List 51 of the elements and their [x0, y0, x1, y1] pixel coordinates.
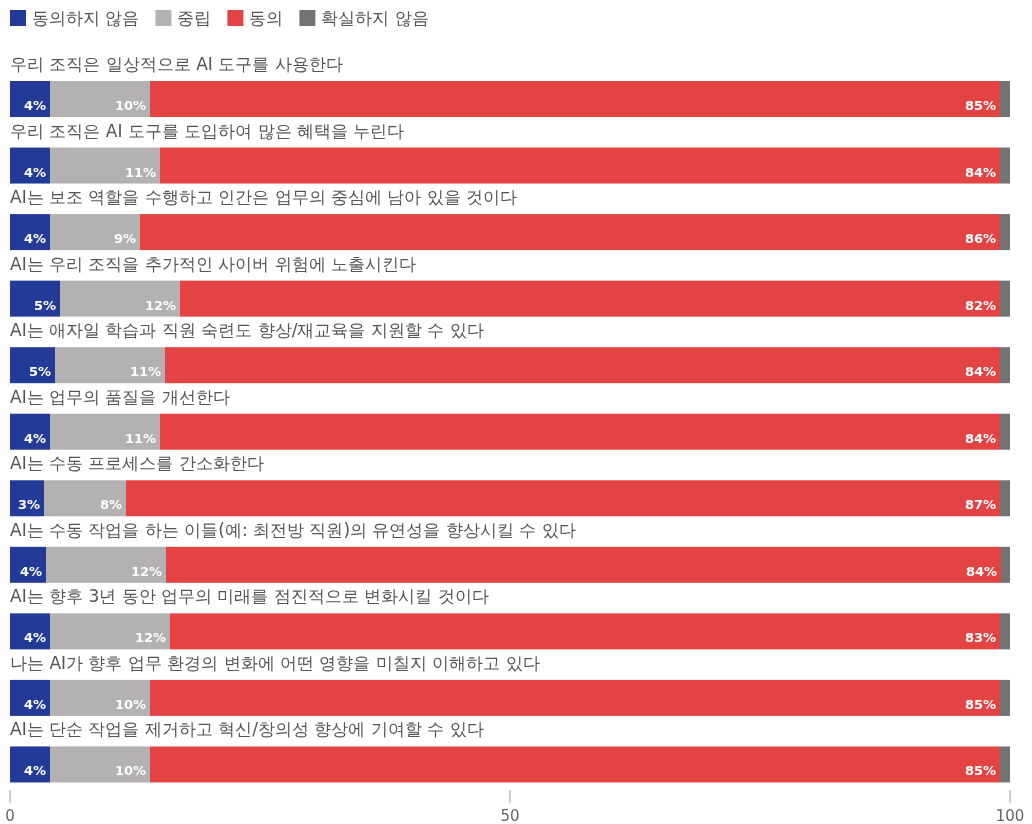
data-label: 5% — [33, 297, 56, 313]
y-tick-label: AI는 보조 역할을 수행하고 인간은 업무의 중심에 남아 있을 것이다 — [10, 187, 518, 208]
y-tick-label: AI는 애자일 학습과 직원 숙련도 향상/재교육을 지원할 수 있다 — [10, 320, 484, 341]
data-label: 11% — [129, 364, 161, 380]
data-label: 84% — [964, 364, 996, 380]
y-tick-label: 우리 조직은 일상적으로 AI 도구를 사용한다 — [10, 54, 343, 74]
data-label: 83% — [964, 630, 996, 646]
data-label: 4% — [19, 563, 42, 579]
data-label: 4% — [23, 630, 46, 646]
data-label: 4% — [23, 164, 46, 180]
y-tick-label: AI는 단순 작업을 제거하고 혁신/창의성 향상에 기여할 수 있다 — [10, 719, 484, 740]
data-label: 12% — [144, 297, 176, 313]
data-label: 4% — [23, 763, 46, 779]
data-label: 3% — [17, 497, 40, 513]
data-label: 85% — [964, 763, 996, 779]
data-label: 4% — [23, 696, 46, 712]
x-tick-label: 0 — [5, 807, 15, 824]
data-label: 4% — [23, 430, 46, 446]
legend-label: 확실하지 않음 — [321, 8, 429, 28]
y-tick-label: AI는 수동 작업을 하는 이들(예: 최전방 직원)의 유연성을 향상시킬 수 있다 — [10, 519, 576, 540]
data-label: 11% — [124, 430, 156, 446]
data-label: 85% — [964, 696, 996, 712]
y-tick-label: 나는 AI가 향후 업무 환경의 변화에 어떤 영향을 미칠지 이해하고 있다 — [10, 652, 540, 673]
data-label: 87% — [964, 497, 996, 513]
data-label: 86% — [964, 231, 996, 247]
data-label: 84% — [964, 164, 996, 180]
data-label: 82% — [964, 297, 996, 313]
y-tick-label: AI는 향후 3년 동안 업무의 미래를 점진적으로 변화시킬 것이다 — [10, 586, 489, 607]
data-label: 4% — [23, 231, 46, 247]
data-label: 10% — [114, 763, 146, 779]
data-label: 85% — [964, 98, 996, 113]
x-tick-label: 100 — [995, 807, 1025, 824]
data-label: 4% — [23, 98, 46, 113]
legend-label: 동의 — [249, 8, 284, 28]
y-tick-label: AI는 수동 프로세스를 간소화한다 — [10, 453, 264, 474]
x-tick-label: 50 — [500, 807, 520, 824]
data-label: 84% — [965, 563, 997, 579]
y-tick-label: 우리 조직은 AI 도구를 도입하여 많은 혜택을 누린다 — [10, 120, 405, 141]
data-label: 12% — [130, 563, 162, 579]
data-label: 10% — [114, 98, 146, 113]
data-label: 84% — [964, 430, 996, 446]
data-label: 11% — [124, 164, 156, 180]
data-label: 9% — [113, 231, 136, 247]
legend-label: 동의하지 않음 — [32, 8, 140, 28]
data-label: 5% — [28, 364, 51, 380]
data-label: 8% — [99, 497, 122, 513]
y-tick-label: AI는 업무의 품질을 개선한다 — [10, 386, 230, 407]
y-tick-label: AI는 우리 조직을 추가적인 사이버 위험에 노출시킨다 — [10, 253, 417, 274]
data-label: 12% — [134, 630, 166, 646]
data-label: 10% — [114, 696, 146, 712]
legend-label: 중립 — [177, 8, 212, 28]
